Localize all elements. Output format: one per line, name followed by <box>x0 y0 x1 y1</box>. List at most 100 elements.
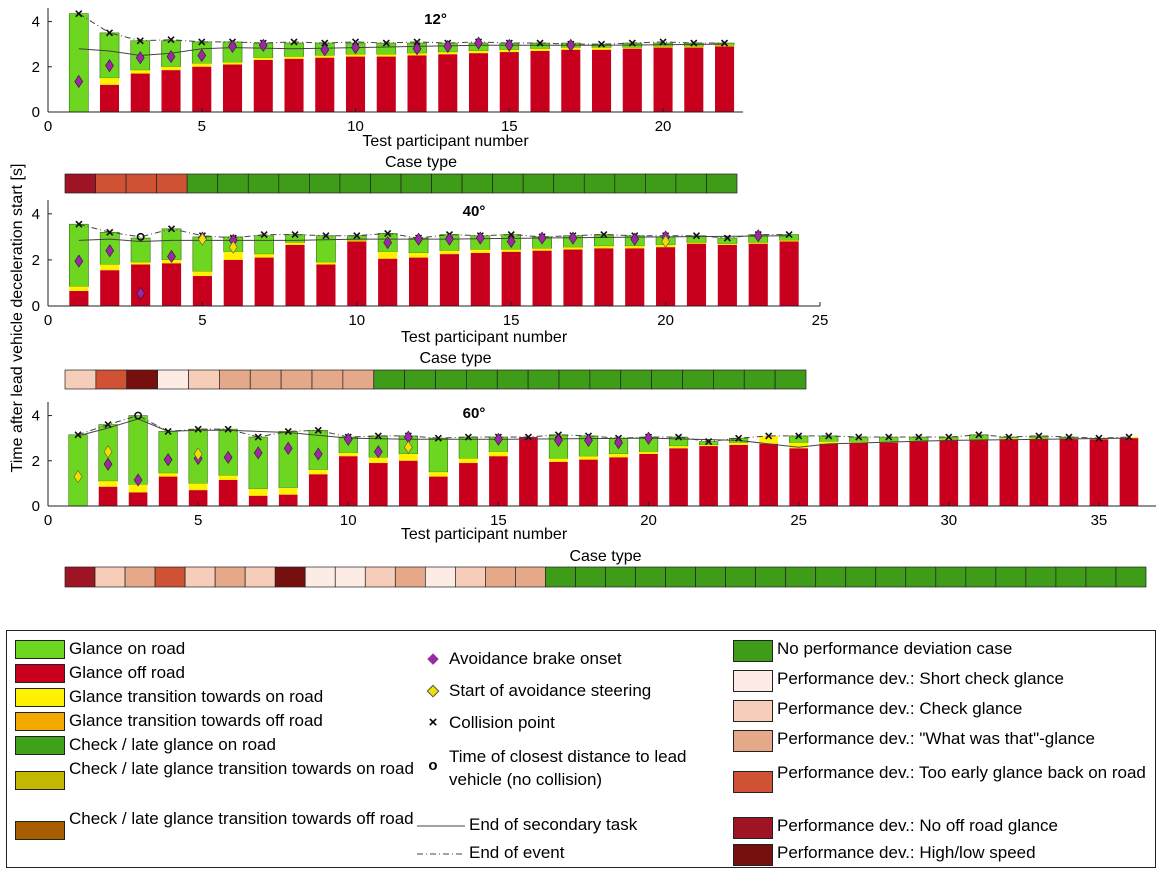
case-type-cell <box>64 173 96 194</box>
collision-point <box>765 432 773 440</box>
bar-transition-on-road <box>188 483 208 491</box>
avoidance-brake-onset <box>412 42 422 56</box>
x-tick-label: 20 <box>657 312 674 329</box>
x-axis-label: Test participant number <box>401 526 568 543</box>
case-type-cell <box>124 566 156 588</box>
bar-glance-on-road <box>158 431 178 474</box>
bar-glance-off-road <box>499 52 519 112</box>
bar-glance-off-road <box>439 254 460 306</box>
bar-transition-on-road <box>579 456 598 460</box>
avoidance-brake-onset <box>105 244 115 258</box>
legend-item-check-trans-off: Check / late glance transition towards o… <box>15 809 419 840</box>
bar-glance-off-road <box>653 47 673 112</box>
bar-glance-off-road <box>1059 439 1079 506</box>
x-tick-label: 0 <box>44 312 52 329</box>
case-type-cell <box>1115 566 1147 588</box>
legend-label-case-what: Performance dev.: "What was that"-glance <box>777 729 1095 748</box>
bar-glance-off-road <box>532 250 552 306</box>
bar-transition-on-road <box>594 246 614 249</box>
legend-label-brake: Avoidance brake onset <box>449 649 622 668</box>
bar-glance-off-road <box>1029 439 1049 506</box>
avoidance-brake-onset <box>414 232 423 246</box>
case-type-cell <box>645 173 677 194</box>
case-type-cell <box>339 173 371 194</box>
avoidance-brake-onset <box>136 286 146 300</box>
x-tick-label: 5 <box>198 312 206 329</box>
legend-label-case-short-check: Performance dev.: Short check glance <box>777 669 1064 688</box>
case-type-cell <box>965 566 997 588</box>
bar-glance-off-road <box>563 249 583 306</box>
legend-label-on-road: Glance on road <box>69 639 186 658</box>
collision-point <box>659 38 667 46</box>
collision-point <box>600 230 608 239</box>
chart-panel: 0 5 10 15 20 25 30 35 0 2 4 60° Test participant num… <box>32 402 1156 588</box>
collision-point <box>164 427 172 435</box>
y-tick-label: 2 <box>32 252 40 269</box>
bar-glance-on-road <box>458 436 478 459</box>
bar-glance-off-road <box>99 84 120 112</box>
bar-glance-off-road <box>549 461 568 506</box>
case-type-cell <box>126 369 158 390</box>
bar-transition-on-road <box>161 66 181 71</box>
bar-glance-off-road <box>530 50 550 112</box>
diamond-icon: ◆ <box>427 682 440 700</box>
bar-transition-on-road <box>849 441 869 443</box>
bar-transition-on-road <box>218 475 238 480</box>
chart-title: 60° <box>463 405 486 422</box>
collision-point <box>524 433 532 441</box>
collision-point <box>75 10 83 18</box>
x-tick-label: 10 <box>347 118 364 135</box>
y-tick-label: 4 <box>32 408 40 425</box>
bar-glance-off-road <box>248 495 268 506</box>
bar-glance-off-road <box>128 492 148 506</box>
avoidance-brake-onset <box>105 59 114 73</box>
collision-point <box>628 39 636 47</box>
x-tick-label: 25 <box>812 312 829 329</box>
bar-glance-off-road <box>748 243 768 306</box>
legend-item-end-task: End of secondary task <box>417 815 637 835</box>
legend-item-on-road: Glance on road <box>15 639 185 659</box>
collision-point <box>74 431 82 439</box>
bar-transition-on-road <box>625 246 645 249</box>
case-type-cell <box>247 173 280 194</box>
legend: Glance on road Glance off road Glance tr… <box>6 630 1156 868</box>
case-type-cell <box>713 369 745 390</box>
bar-glance-on-road <box>428 437 448 473</box>
case-type-cell <box>424 566 456 588</box>
bar-transition-on-road <box>622 47 642 49</box>
avoidance-brake-onset <box>566 38 576 52</box>
bar-glance-off-road <box>715 46 735 112</box>
collision-point <box>136 37 144 45</box>
case-type-cell <box>755 566 787 588</box>
collision-point <box>413 38 421 46</box>
collision-point <box>720 39 729 47</box>
bar-glance-off-road <box>717 244 737 306</box>
avoidance-steering-start <box>198 232 207 246</box>
bar-glance-off-road <box>98 486 118 506</box>
case-type-cell <box>404 369 436 390</box>
chart-panel: 0 5 10 15 20 25 0 2 4 40° Test participant number C… <box>32 200 829 390</box>
end-of-secondary-task-line <box>78 235 790 242</box>
case-type-cell <box>815 566 847 588</box>
bar-glance-off-road <box>729 444 748 506</box>
bar-glance-off-road <box>609 457 628 506</box>
case-type-cell <box>614 173 646 194</box>
bar-glance-off-road <box>686 243 707 306</box>
bar-glance-off-road <box>399 460 418 506</box>
legend-swatch-case-speed <box>733 844 773 866</box>
bar-transition-on-road <box>192 271 212 277</box>
bar-glance-off-road <box>315 57 335 112</box>
collision-point <box>692 232 701 240</box>
bar-glance-off-road <box>684 47 704 112</box>
bar-glance-off-road <box>345 56 366 112</box>
bar-transition-on-road <box>254 254 274 258</box>
legend-label-check-trans-off: Check / late glance transition towards o… <box>69 809 414 828</box>
bar-transition-on-road <box>779 240 799 242</box>
collision-point <box>1035 432 1043 440</box>
bar-transition-on-road <box>501 249 521 252</box>
case-type-cell <box>845 566 877 588</box>
bar-glance-off-road <box>438 54 458 112</box>
case-type-cell <box>995 566 1027 588</box>
bar-transition-on-road <box>1029 438 1049 440</box>
bar-transition-on-road <box>592 47 612 50</box>
